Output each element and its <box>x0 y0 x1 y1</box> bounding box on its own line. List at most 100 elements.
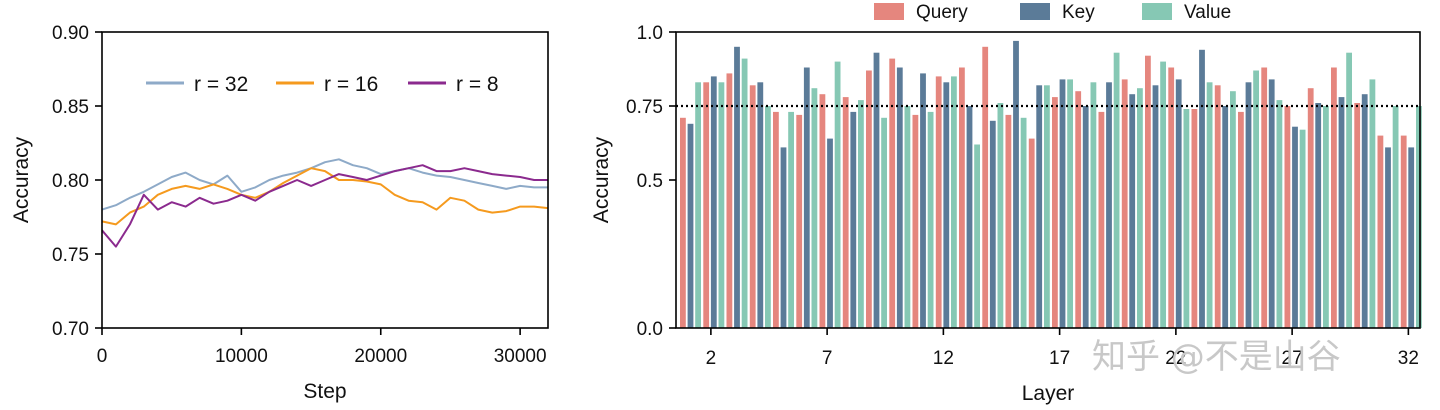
bar-query-layer-30 <box>1354 103 1361 328</box>
bar-value-layer-16 <box>1044 85 1050 328</box>
bar-key-layer-5 <box>780 147 787 328</box>
bar-value-layer-7 <box>834 61 841 328</box>
bar-key-layer-29 <box>1338 97 1345 328</box>
bar-query-layer-18 <box>1075 91 1082 328</box>
bar-value-layer-25 <box>1253 70 1259 328</box>
bar-query-layer-22 <box>1168 67 1175 328</box>
bar-query-layer-17 <box>1052 97 1058 328</box>
bar-value-layer-22 <box>1183 109 1190 328</box>
bar-query-layer-25 <box>1238 111 1244 329</box>
bar-value-layer-9 <box>881 117 887 328</box>
bar-value-layer-3 <box>741 58 748 328</box>
legend-label: Key <box>1062 2 1095 23</box>
bar-key-layer-26 <box>1268 79 1275 329</box>
bar-value-layer-11 <box>927 111 934 329</box>
bar-query-layer-14 <box>982 46 989 329</box>
bar-key-layer-6 <box>803 67 810 328</box>
x-tick-label: 27 <box>1282 348 1303 369</box>
legend-label: r = 32 <box>194 73 248 96</box>
bar-query-layer-6 <box>796 114 803 329</box>
bar-query-layer-9 <box>866 70 872 328</box>
legend-label: Query <box>916 2 968 23</box>
legend-label: r = 8 <box>456 73 499 96</box>
bar-value-layer-5 <box>788 111 794 329</box>
bar-value-layer-1 <box>695 82 701 328</box>
bar-key-layer-9 <box>873 52 880 328</box>
bar-value-layer-20 <box>1137 88 1143 328</box>
bar-chart-panel: 0.00.50.751.02 7 12 17 22 27 32LayerAccuracyQu… <box>590 2 1422 405</box>
y-axis-label: Accuracy <box>590 136 613 223</box>
bar-value-layer-23 <box>1206 82 1213 328</box>
bar-key-layer-2 <box>710 76 717 329</box>
bar-key-layer-21 <box>1152 85 1159 328</box>
bar-key-layer-19 <box>1106 82 1112 328</box>
bar-value-layer-27 <box>1299 129 1306 328</box>
bar-value-layer-29 <box>1346 52 1352 328</box>
x-tick-label: 30000 <box>494 346 547 367</box>
x-tick-label: 20000 <box>354 346 407 367</box>
bar-key-layer-16 <box>1036 85 1043 328</box>
bar-query-layer-11 <box>912 114 919 329</box>
watermark-text: 知乎 @不是山谷 <box>1092 337 1341 377</box>
bar-key-layer-7 <box>827 138 833 328</box>
bar-value-layer-8 <box>858 100 864 328</box>
bar-key-layer-14 <box>989 120 996 328</box>
bar-value-layer-12 <box>951 76 957 329</box>
bar-value-layer-21 <box>1160 61 1166 328</box>
bar-query-layer-28 <box>1307 88 1314 328</box>
bar-key-layer-3 <box>734 46 740 329</box>
bar-value-layer-6 <box>811 88 818 328</box>
bar-key-layer-13 <box>966 106 973 328</box>
bar-query-layer-31 <box>1377 135 1384 328</box>
bar-key-layer-24 <box>1222 106 1229 328</box>
bar-query-layer-8 <box>842 97 849 328</box>
bar-key-layer-18 <box>1082 106 1089 328</box>
bar-query-layer-13 <box>959 67 965 328</box>
x-tick-label: 0 <box>97 346 108 367</box>
bar-key-layer-28 <box>1315 103 1322 328</box>
x-axis-label: Layer <box>1022 382 1075 405</box>
bar-query-layer-23 <box>1191 109 1198 328</box>
y-tick-label: 0.80 <box>52 171 89 192</box>
bar-key-layer-23 <box>1199 49 1205 329</box>
x-tick-label: 2 <box>706 348 717 369</box>
bar-value-layer-19 <box>1113 52 1120 328</box>
bar-query-layer-5 <box>773 111 779 329</box>
bar-value-layer-31 <box>1392 106 1399 328</box>
x-tick-label: 22 <box>1165 348 1186 369</box>
y-tick-label: 0.5 <box>637 171 663 192</box>
bar-query-layer-16 <box>1028 138 1035 328</box>
bar-value-layer-4 <box>765 106 771 328</box>
bar-value-layer-32 <box>1416 106 1422 328</box>
bar-query-layer-15 <box>1005 114 1012 329</box>
series-line-1 <box>101 158 548 211</box>
x-axis-label: Step <box>303 380 346 403</box>
bar-value-layer-17 <box>1067 79 1073 329</box>
y-tick-label: 0.70 <box>52 319 89 340</box>
legend-swatch <box>1020 3 1050 20</box>
bar-key-layer-25 <box>1245 82 1252 328</box>
bar-query-layer-26 <box>1261 67 1268 328</box>
bar-key-layer-8 <box>850 111 857 329</box>
legend-swatch <box>1142 3 1172 20</box>
legend-label: r = 16 <box>324 73 378 96</box>
y-tick-label: 0.85 <box>52 97 89 118</box>
bar-query-layer-24 <box>1214 85 1221 328</box>
bar-query-layer-7 <box>819 94 826 328</box>
bar-key-layer-4 <box>757 82 764 328</box>
bar-value-layer-13 <box>974 144 980 328</box>
y-axis-label: Accuracy <box>10 136 33 223</box>
bar-key-layer-32 <box>1408 147 1415 328</box>
x-tick-label: 12 <box>933 348 954 369</box>
bar-query-layer-4 <box>749 85 756 328</box>
bar-query-layer-29 <box>1331 67 1337 328</box>
bar-key-layer-17 <box>1059 79 1066 329</box>
bar-query-layer-1 <box>680 117 686 328</box>
bar-value-layer-24 <box>1230 91 1236 328</box>
line-chart-panel: 0.70 0.75 0.80 0.85 0.90 0 10000 20000 30000 Step… <box>10 23 549 403</box>
bar-key-layer-12 <box>943 82 950 328</box>
series-line-2 <box>101 167 549 226</box>
bar-query-layer-2 <box>703 82 710 328</box>
x-tick-label: 32 <box>1398 348 1419 369</box>
y-tick-label: 0.75 <box>626 97 663 118</box>
